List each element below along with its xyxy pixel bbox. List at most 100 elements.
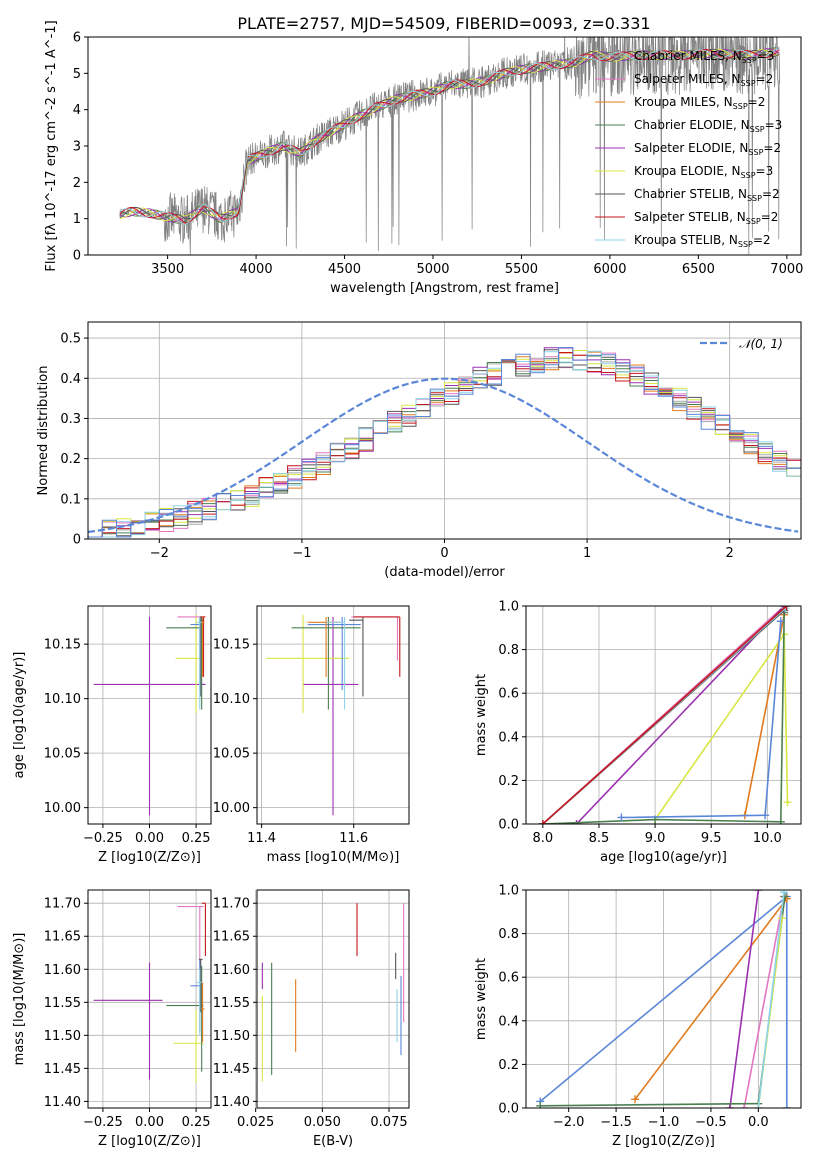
y-tick-label: 0.4 (60, 372, 81, 387)
x-tick-label: 4500 (328, 262, 361, 277)
y-tick-label: 10.05 (44, 747, 81, 762)
axes-frame (87, 36, 802, 256)
x-tick-label: 6500 (682, 262, 715, 277)
grid-lines (88, 322, 801, 540)
weight-marker (778, 914, 787, 923)
x-tick-label: 0.050 (304, 1115, 341, 1130)
y-axis-label: mass weight (474, 674, 489, 756)
errorbar-point (175, 614, 202, 713)
y-tick-label: 0.6 (498, 687, 519, 702)
x-axis-label: wavelength [Angstrom, rest frame] (330, 281, 559, 296)
weight-marker (761, 811, 770, 820)
weight-series-line (542, 612, 785, 824)
weight-series-line (575, 606, 785, 824)
weight-marker (631, 1095, 640, 1104)
weight-series-line (743, 896, 785, 1108)
weight-series-line (634, 898, 788, 1100)
plot-area (88, 347, 801, 538)
x-tick-label: −2 (150, 546, 169, 561)
y-axis-label: age [log10(age/yr)] (12, 652, 27, 779)
errorbar-point (166, 616, 204, 710)
weight-marker (781, 606, 790, 613)
y-tick-label: 11.65 (213, 930, 250, 945)
weight-marker (776, 817, 785, 824)
x-tick-label: 11.6 (339, 831, 368, 846)
x-tick-label: 9.0 (645, 831, 666, 846)
weight-marker (782, 606, 791, 610)
errorbar-point (177, 616, 202, 661)
y-tick-label: 11.70 (213, 897, 250, 912)
weight-marker (754, 1104, 763, 1108)
x-axis-label: mass [log10(M/M⊙)] (267, 850, 400, 865)
x-tick-label: 0.25 (182, 1115, 211, 1130)
errorbar-point (351, 616, 399, 661)
y-tick-label: 11.45 (213, 1062, 250, 1077)
y-axis-label: Normed distribution (36, 366, 51, 496)
panel-spectrum: 3500 4000 4500 5000 5500 6000 6500 7000 0 1 2 3 4 5 6 w… (44, 20, 803, 296)
y-tick-label: 10.10 (213, 692, 250, 707)
weight-marker (572, 820, 581, 824)
errorbar-point (266, 614, 350, 713)
y-tick-label: 11.60 (213, 963, 250, 978)
y-tick-label: 0.3 (60, 412, 81, 427)
x-tick-label: 0 (440, 546, 448, 561)
weight-marker (740, 1104, 749, 1108)
weight-series-line (542, 606, 787, 824)
y-tick-label: 0 (73, 533, 81, 548)
grid-lines (88, 606, 211, 824)
axes-frame (256, 889, 410, 1109)
y-tick-label: 0.0 (498, 818, 519, 833)
x-tick-label: 8.5 (589, 831, 610, 846)
plot-area (93, 902, 206, 1083)
x-axis-label: age [log10(age/yr)] (600, 850, 727, 865)
legend-label: 𝒩(0, 1) (739, 337, 783, 351)
y-tick-label: 0.2 (498, 1058, 519, 1073)
axes-frame (87, 889, 212, 1109)
errorbar-point (303, 616, 359, 816)
histogram-step (88, 347, 801, 538)
spectrum-model-line (119, 48, 780, 222)
y-tick-label: 10.15 (213, 638, 250, 653)
y-tick-label: 0.2 (60, 452, 81, 467)
errorbar-point (353, 616, 401, 677)
panel-age_vs_mass: 11.4 11.6 10.00 10.05 10.10 10.15 mass [log10(… (213, 605, 410, 865)
y-tick-label: 1.0 (498, 884, 519, 899)
x-tick-label: 11.4 (247, 831, 276, 846)
legend-label: Chabrier MILES, NSSP=3 (634, 49, 774, 65)
x-axis-label: (data-model)/error (384, 565, 505, 580)
panel-mass_vs_ebv: 0.025 0.050 0.075 11.40 11.45 11.50 11.55 11.60… (213, 889, 410, 1149)
weight-series-line (744, 614, 785, 816)
spectrum-model-line (119, 48, 780, 223)
y-tick-label: 11.65 (44, 930, 81, 945)
x-tick-label: 0.25 (182, 831, 211, 846)
weight-marker (776, 617, 785, 626)
axes-frame (525, 889, 802, 1109)
plot-area (261, 903, 405, 1082)
y-axis-label: mass weight (474, 958, 489, 1040)
errorbar-point (93, 962, 163, 1080)
weight-marker (538, 820, 547, 824)
weight-marker (617, 813, 626, 822)
x-axis-label: E(B-V) (313, 1134, 353, 1149)
axes-frame (87, 321, 802, 540)
legend-label: Kroupa ELODIE, NSSP=3 (634, 164, 773, 180)
plot-area (536, 890, 791, 1108)
y-tick-label: 10.10 (44, 692, 81, 707)
y-axis-label: mass [log10(M/M⊙)] (12, 933, 27, 1066)
weight-series-line (621, 621, 782, 819)
errorbar-point (198, 958, 203, 1013)
y-tick-label: 11.50 (44, 1029, 81, 1044)
axes-frame (256, 605, 410, 825)
y-tick-label: 11.60 (44, 963, 81, 978)
y-tick-label: 11.70 (44, 897, 81, 912)
errorbar-point (196, 616, 202, 710)
legend-label: Chabrier STELIB, NSSP=2 (634, 187, 780, 203)
axes-frame (87, 605, 212, 825)
errorbar-point (349, 616, 364, 697)
plot-area (266, 614, 401, 816)
x-tick-label: −0.5 (695, 1115, 727, 1130)
weight-marker (780, 892, 789, 901)
errorbar-point (201, 902, 206, 957)
x-tick-label: −0.25 (83, 831, 123, 846)
